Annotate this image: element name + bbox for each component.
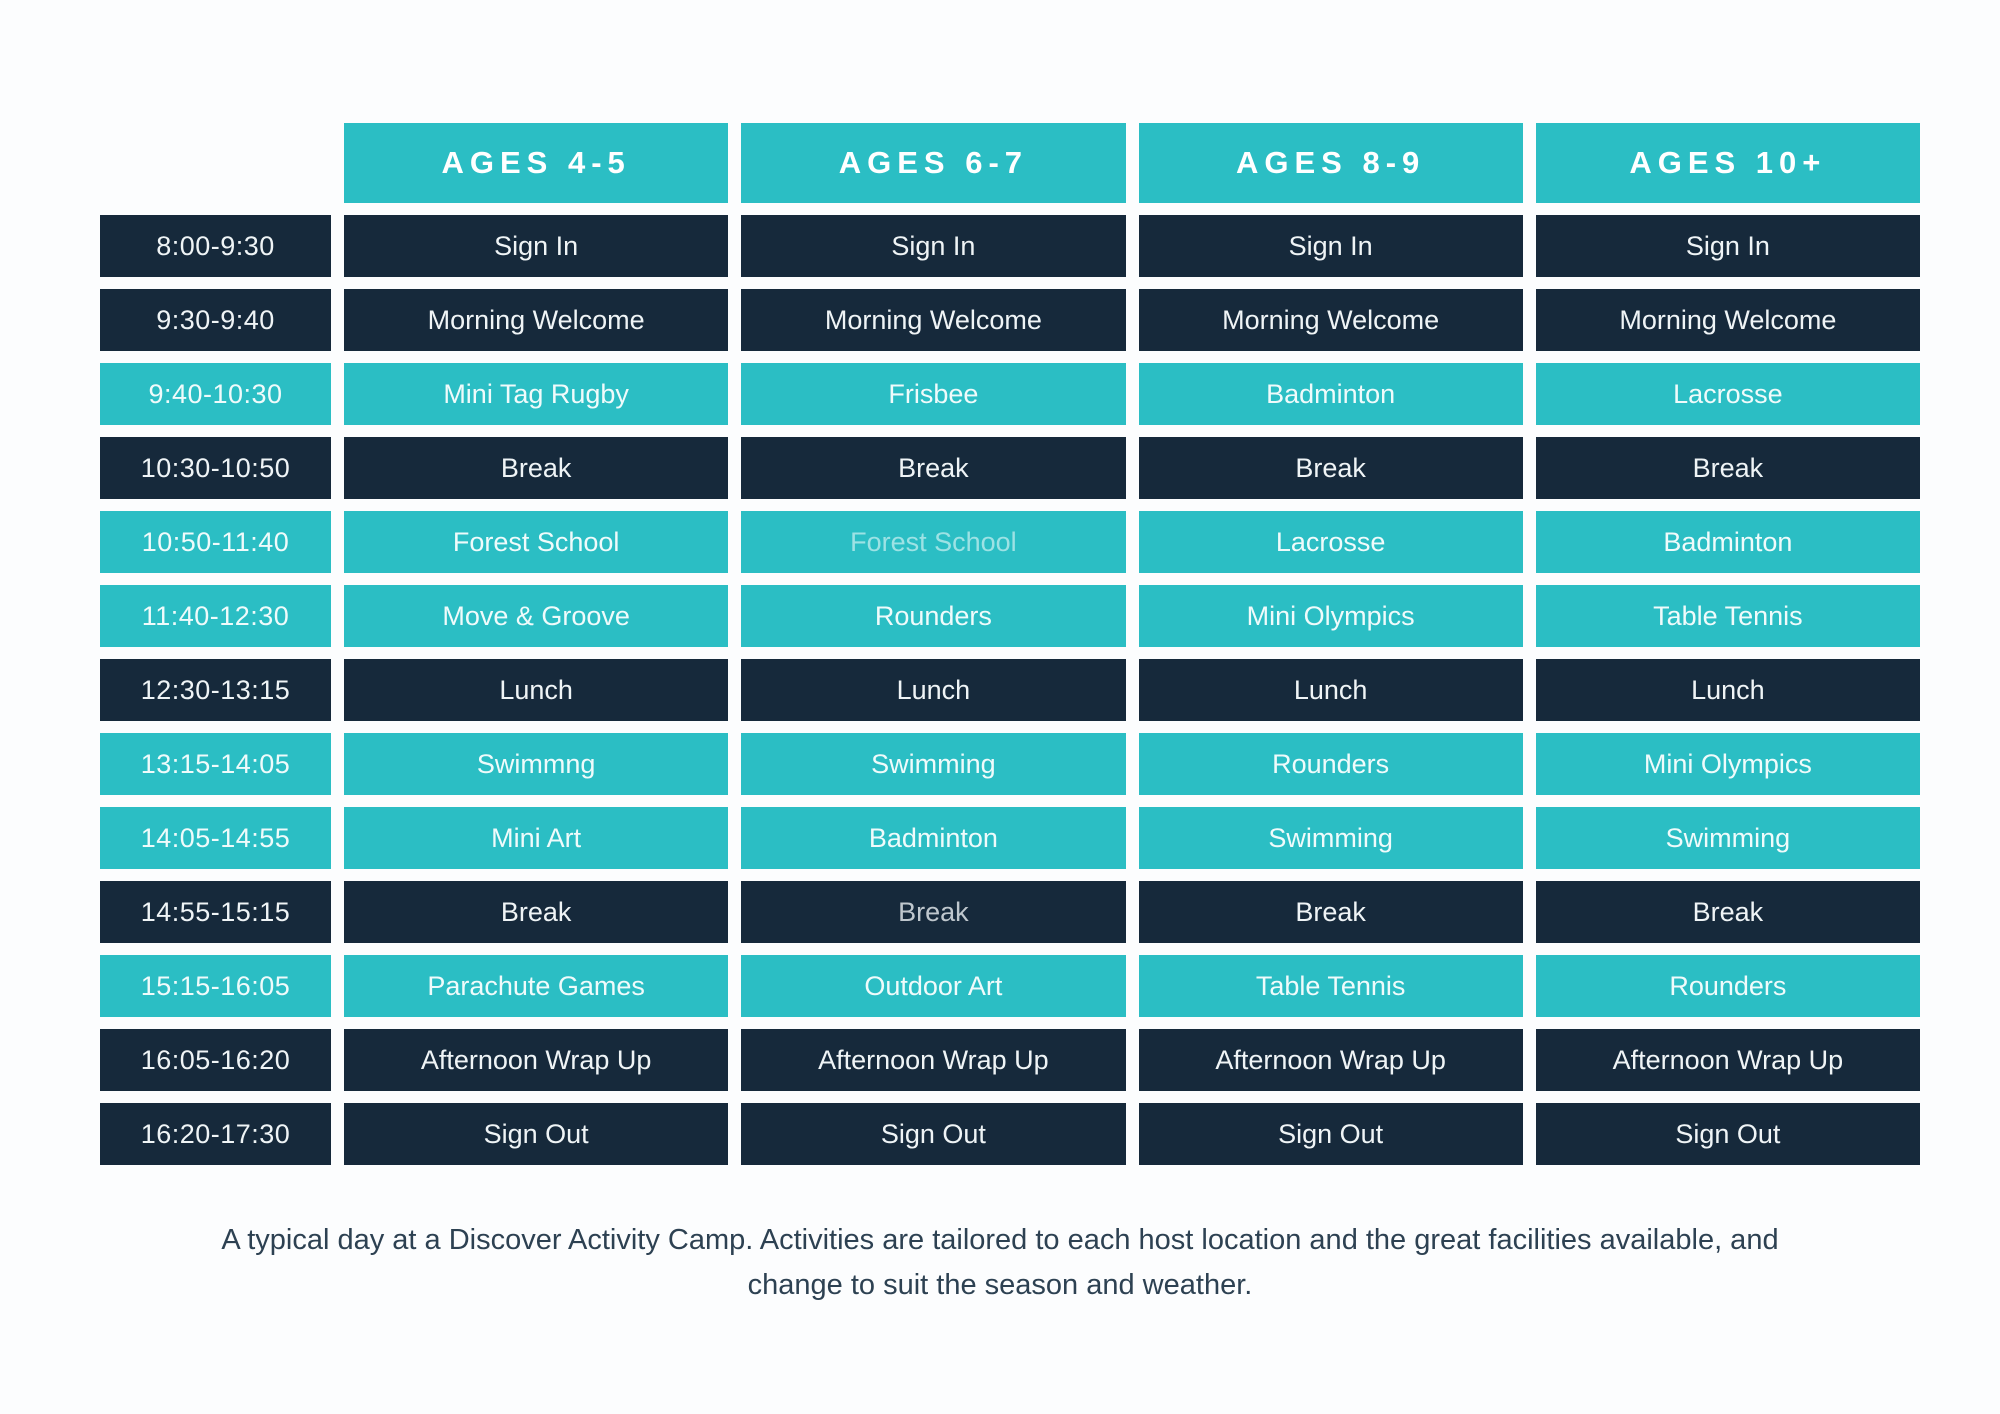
column-header: AGES 6-7 [741, 123, 1126, 203]
column-header: AGES 8-9 [1138, 123, 1523, 203]
activity-cell: Morning Welcome [1535, 289, 1920, 351]
activity-cell: Break [1535, 437, 1920, 499]
activity-cell: Mini Olympics [1535, 733, 1920, 795]
activity-cell: Frisbee [741, 363, 1126, 425]
column-header: AGES 10+ [1535, 123, 1920, 203]
caption: A typical day at a Discover Activity Cam… [210, 1218, 1790, 1308]
activity-cell: Mini Tag Rugby [344, 363, 729, 425]
activity-cell: Mini Art [344, 807, 729, 869]
activity-cell: Sign Out [741, 1103, 1126, 1165]
activity-cell: Lacrosse [1535, 363, 1920, 425]
activity-cell: Break [1138, 881, 1523, 943]
time-cell: 9:30-9:40 [100, 289, 331, 351]
activity-cell: Afternoon Wrap Up [1535, 1029, 1920, 1091]
activity-cell: Rounders [1535, 955, 1920, 1017]
activity-cell: Parachute Games [344, 955, 729, 1017]
activity-cell: Mini Olympics [1138, 585, 1523, 647]
time-cell: 16:20-17:30 [100, 1103, 331, 1165]
activity-cell: Break [1535, 881, 1920, 943]
time-cell: 10:50-11:40 [100, 511, 331, 573]
activity-cell: Lunch [1138, 659, 1523, 721]
activity-cell: Lunch [344, 659, 729, 721]
activity-cell: Badminton [1535, 511, 1920, 573]
time-cell: 8:00-9:30 [100, 215, 331, 277]
activity-cell: Morning Welcome [1138, 289, 1523, 351]
time-cell: 12:30-13:15 [100, 659, 331, 721]
time-cell: 10:30-10:50 [100, 437, 331, 499]
time-cell: 14:55-15:15 [100, 881, 331, 943]
activity-cell: Lacrosse [1138, 511, 1523, 573]
caption-text: A typical day at a Discover Activity Cam… [221, 1224, 1779, 1301]
activity-cell: Break [344, 881, 729, 943]
activity-cell: Rounders [1138, 733, 1523, 795]
column-header: AGES 4-5 [344, 123, 729, 203]
activity-cell: Break [344, 437, 729, 499]
activity-cell: Swimming [1138, 807, 1523, 869]
activity-cell: Sign Out [1535, 1103, 1920, 1165]
activity-cell: Afternoon Wrap Up [741, 1029, 1126, 1091]
activity-cell: Sign In [344, 215, 729, 277]
activity-cell: Break [741, 881, 1126, 943]
activity-cell: Sign Out [1138, 1103, 1523, 1165]
activity-cell: Lunch [741, 659, 1126, 721]
activity-cell: Table Tennis [1535, 585, 1920, 647]
activity-cell: Afternoon Wrap Up [1138, 1029, 1523, 1091]
activity-cell: Badminton [741, 807, 1126, 869]
activity-cell: Outdoor Art [741, 955, 1126, 1017]
time-cell: 15:15-16:05 [100, 955, 331, 1017]
activity-cell: Swimming [1535, 807, 1920, 869]
activity-cell: Swimmng [344, 733, 729, 795]
activity-cell: Table Tennis [1138, 955, 1523, 1017]
schedule-table: AGES 4-5 AGES 6-7 AGES 8-9 AGES 10+ 8:00-9:3… [100, 123, 1920, 1165]
activity-cell: Move & Groove [344, 585, 729, 647]
activity-cell: Break [1138, 437, 1523, 499]
activity-cell: Swimming [741, 733, 1126, 795]
activity-cell: Forest School [344, 511, 729, 573]
activity-cell: Forest School [741, 511, 1126, 573]
activity-cell: Rounders [741, 585, 1126, 647]
time-cell: 9:40-10:30 [100, 363, 331, 425]
time-cell: 13:15-14:05 [100, 733, 331, 795]
activity-cell: Sign Out [344, 1103, 729, 1165]
time-cell: 11:40-12:30 [100, 585, 331, 647]
activity-cell: Morning Welcome [344, 289, 729, 351]
activity-cell: Sign In [1535, 215, 1920, 277]
activity-cell: Morning Welcome [741, 289, 1126, 351]
activity-cell: Sign In [1138, 215, 1523, 277]
activity-cell: Badminton [1138, 363, 1523, 425]
activity-cell: Afternoon Wrap Up [344, 1029, 729, 1091]
corner-spacer [100, 123, 331, 203]
activity-cell: Lunch [1535, 659, 1920, 721]
time-cell: 14:05-14:55 [100, 807, 331, 869]
activity-cell: Break [741, 437, 1126, 499]
time-cell: 16:05-16:20 [100, 1029, 331, 1091]
activity-cell: Sign In [741, 215, 1126, 277]
